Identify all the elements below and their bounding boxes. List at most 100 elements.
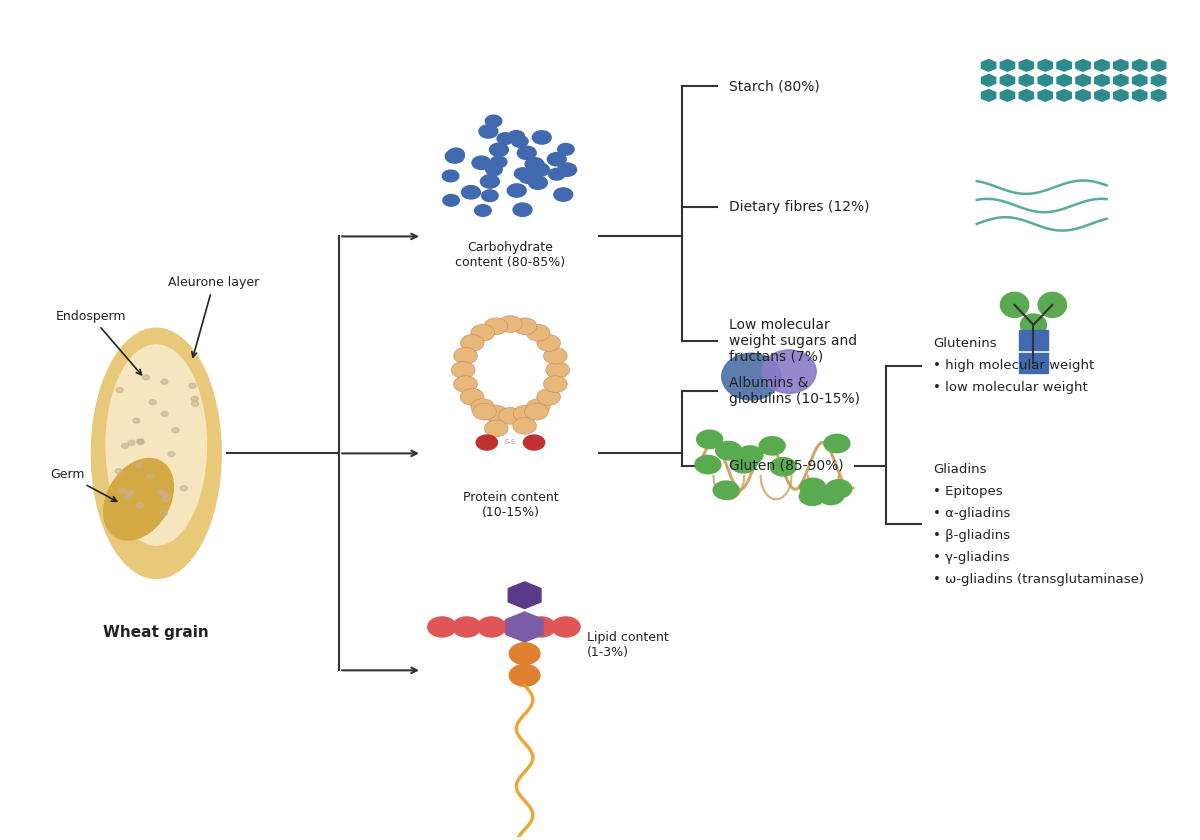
Circle shape: [478, 617, 505, 637]
Circle shape: [479, 124, 498, 138]
Circle shape: [490, 143, 509, 156]
Text: Gluten (85-90%): Gluten (85-90%): [728, 459, 844, 473]
Ellipse shape: [91, 328, 221, 579]
Circle shape: [119, 488, 126, 493]
Circle shape: [546, 361, 570, 378]
Text: Albumins &
globulins (10-15%): Albumins & globulins (10-15%): [728, 375, 860, 406]
Circle shape: [484, 405, 508, 422]
Circle shape: [527, 399, 550, 416]
Circle shape: [125, 494, 131, 499]
Circle shape: [514, 318, 536, 334]
Circle shape: [443, 195, 460, 206]
Circle shape: [192, 402, 199, 407]
Circle shape: [509, 664, 540, 686]
Circle shape: [454, 348, 478, 364]
Text: Dietary fibres (12%): Dietary fibres (12%): [728, 200, 869, 214]
Circle shape: [800, 478, 826, 496]
Circle shape: [148, 474, 154, 479]
Circle shape: [168, 452, 175, 456]
Circle shape: [737, 446, 763, 465]
Circle shape: [190, 383, 196, 388]
Circle shape: [116, 387, 124, 392]
Text: Aleurone layer: Aleurone layer: [168, 276, 259, 357]
Circle shape: [137, 438, 144, 444]
Circle shape: [715, 442, 742, 459]
Circle shape: [461, 334, 484, 351]
Circle shape: [799, 487, 826, 506]
Circle shape: [514, 405, 536, 422]
Circle shape: [512, 417, 536, 434]
Text: Carbohydrate
content (80-85%): Carbohydrate content (80-85%): [455, 240, 565, 269]
Circle shape: [461, 389, 484, 405]
FancyBboxPatch shape: [1019, 330, 1048, 350]
Circle shape: [536, 334, 560, 351]
Circle shape: [473, 403, 497, 420]
Circle shape: [454, 375, 478, 392]
Circle shape: [191, 396, 198, 402]
Circle shape: [128, 440, 134, 445]
Circle shape: [115, 469, 122, 474]
Circle shape: [733, 450, 760, 469]
Circle shape: [523, 435, 545, 450]
Circle shape: [509, 643, 540, 664]
Ellipse shape: [103, 459, 174, 540]
Circle shape: [527, 617, 556, 637]
Circle shape: [517, 146, 536, 160]
Circle shape: [554, 188, 572, 202]
Circle shape: [481, 190, 498, 202]
Circle shape: [826, 480, 852, 498]
Text: Starch (80%): Starch (80%): [728, 79, 820, 93]
Circle shape: [475, 205, 491, 217]
Ellipse shape: [762, 350, 816, 393]
Circle shape: [530, 163, 550, 176]
Circle shape: [133, 418, 140, 423]
Circle shape: [499, 407, 522, 424]
Circle shape: [484, 318, 508, 334]
Circle shape: [731, 454, 757, 473]
Text: Protein content
(10-15%): Protein content (10-15%): [463, 491, 558, 519]
Circle shape: [136, 463, 143, 468]
Circle shape: [161, 379, 168, 384]
Circle shape: [697, 430, 722, 449]
Circle shape: [143, 375, 150, 380]
Circle shape: [497, 133, 514, 144]
Circle shape: [536, 389, 560, 405]
Circle shape: [126, 490, 133, 495]
Circle shape: [121, 444, 128, 449]
Text: Gliadins
• Epitopes
• α-gliadins
• β-gliadins
• γ-gliadins
• ω-gliadins (transgl: Gliadins • Epitopes • α-gliadins • β-gli…: [934, 463, 1144, 585]
Circle shape: [511, 135, 528, 147]
Circle shape: [515, 168, 530, 180]
Text: Lipid content
(1-3%): Lipid content (1-3%): [587, 632, 668, 659]
Circle shape: [162, 492, 169, 497]
Text: Endosperm: Endosperm: [56, 310, 142, 375]
Circle shape: [480, 175, 499, 188]
Circle shape: [499, 316, 522, 333]
Circle shape: [818, 486, 844, 505]
Circle shape: [472, 156, 491, 170]
Text: Wheat grain: Wheat grain: [103, 625, 209, 640]
Text: S-S: S-S: [505, 438, 516, 444]
Circle shape: [470, 324, 494, 341]
Circle shape: [548, 168, 565, 180]
Text: Germ: Germ: [50, 469, 116, 501]
Ellipse shape: [1001, 292, 1028, 318]
Circle shape: [533, 131, 551, 144]
Text: Glutenins
• high molecular weight
• low molecular weight: Glutenins • high molecular weight • low …: [934, 338, 1094, 394]
Ellipse shape: [106, 345, 206, 545]
Circle shape: [443, 170, 458, 181]
Circle shape: [544, 348, 568, 364]
Circle shape: [520, 171, 536, 183]
Circle shape: [161, 412, 168, 417]
Circle shape: [527, 324, 550, 341]
Ellipse shape: [1038, 292, 1067, 318]
Circle shape: [524, 403, 548, 420]
Circle shape: [713, 481, 739, 500]
Circle shape: [528, 176, 547, 189]
Circle shape: [695, 455, 721, 474]
Circle shape: [137, 439, 144, 444]
Circle shape: [149, 400, 156, 405]
Circle shape: [552, 617, 580, 637]
Circle shape: [485, 420, 508, 437]
Circle shape: [558, 163, 576, 176]
Circle shape: [448, 148, 464, 160]
